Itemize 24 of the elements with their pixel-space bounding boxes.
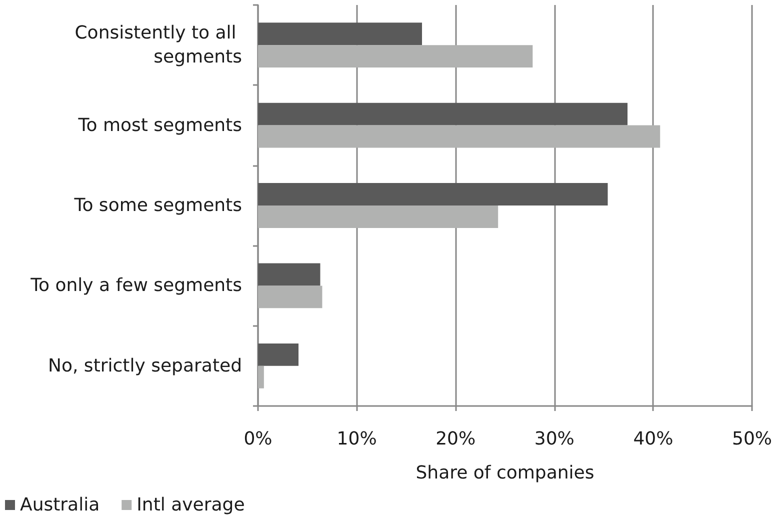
x-tick-label: 50% bbox=[732, 428, 772, 450]
bar bbox=[258, 102, 628, 126]
bar bbox=[258, 45, 533, 68]
y-tick-label: To only a few segments bbox=[30, 275, 242, 296]
x-tick-label: 40% bbox=[633, 428, 674, 450]
y-tick-label: To most segments bbox=[77, 114, 242, 136]
x-axis-title: Share of companies bbox=[416, 462, 594, 484]
y-tick-label: Consistently to all segments bbox=[74, 22, 242, 68]
x-tick-label: 0% bbox=[244, 428, 272, 450]
x-tick-label: 30% bbox=[534, 428, 574, 450]
x-tick-label: 10% bbox=[336, 428, 377, 450]
x-tick-label: 20% bbox=[436, 428, 476, 450]
bar bbox=[258, 366, 264, 388]
bar bbox=[258, 22, 422, 46]
legend-label: Intl average bbox=[136, 494, 245, 516]
legend-label: Australia bbox=[20, 494, 100, 516]
bar bbox=[258, 343, 299, 366]
bar bbox=[258, 183, 608, 206]
y-tick-label: To some segments bbox=[73, 195, 242, 216]
bar bbox=[258, 263, 320, 286]
y-tick-label: No, strictly separated bbox=[48, 355, 242, 376]
bar bbox=[258, 286, 322, 308]
bar bbox=[258, 206, 498, 228]
bar bbox=[258, 125, 660, 148]
